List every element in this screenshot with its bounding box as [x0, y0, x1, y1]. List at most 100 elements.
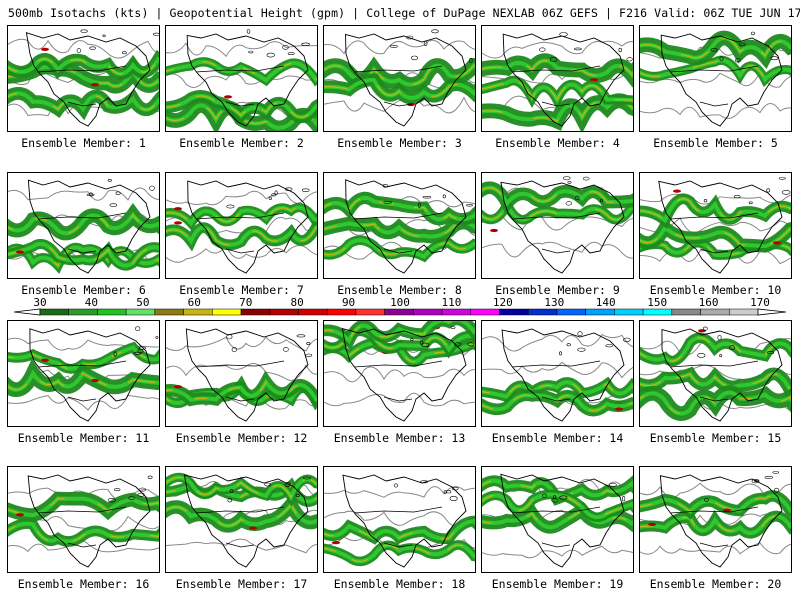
height-contour	[166, 244, 317, 263]
island-outline	[226, 334, 233, 340]
map-canvas	[324, 321, 475, 422]
island-outline	[420, 480, 429, 484]
height-contour	[324, 486, 475, 498]
ensemble-member-map	[481, 320, 634, 427]
jet-maximum	[16, 513, 24, 517]
height-contour	[640, 102, 791, 119]
jet-maximum	[174, 207, 182, 211]
colorbar-swatch	[212, 308, 242, 316]
island-outline	[559, 351, 562, 356]
ensemble-member-map	[323, 25, 476, 132]
ensemble-member-label: Ensemble Member: 6	[21, 283, 146, 297]
coastline	[25, 31, 151, 127]
island-outline	[137, 492, 145, 497]
ensemble-member-label: Ensemble Member: 3	[337, 136, 462, 150]
island-outline	[301, 188, 310, 192]
height-contour	[482, 545, 633, 559]
height-contour	[8, 187, 159, 201]
island-outline	[566, 343, 571, 347]
height-contour	[324, 366, 475, 383]
colorbar-swatch	[68, 308, 98, 316]
island-outline	[466, 204, 473, 207]
jet-maximum	[332, 541, 340, 545]
colorbar-swatch	[298, 308, 328, 316]
country-border	[669, 506, 759, 548]
ensemble-member-map	[165, 466, 318, 573]
colorbar-swatch	[240, 308, 271, 316]
jet-band-inner	[8, 56, 159, 76]
island-outline	[710, 48, 718, 52]
colorbar-swatch	[614, 308, 644, 316]
jet-band-inner	[8, 211, 159, 236]
island-outline	[229, 489, 234, 493]
jet-core	[640, 198, 791, 222]
island-outline	[697, 353, 706, 358]
ensemble-member-label: Ensemble Member: 4	[495, 136, 620, 150]
jet-maximum	[91, 83, 99, 87]
country-border	[37, 65, 127, 107]
colorbar-swatch	[499, 308, 529, 316]
ensemble-member-label: Ensemble Member: 14	[491, 431, 624, 445]
country-border	[353, 360, 443, 402]
island-outline	[539, 47, 546, 52]
map-canvas	[482, 473, 633, 568]
map-canvas	[166, 328, 317, 422]
island-outline	[306, 341, 311, 345]
jet-maximum	[41, 47, 49, 51]
island-outline	[774, 487, 780, 493]
height-contour	[482, 333, 633, 352]
colorbar-tick-label: 110	[441, 296, 462, 309]
colorbar-swatch	[384, 308, 414, 316]
island-outline	[565, 201, 573, 206]
coastline	[659, 474, 783, 568]
island-outline	[107, 179, 112, 182]
island-outline	[618, 47, 622, 53]
map-canvas	[324, 179, 475, 274]
island-outline	[137, 348, 144, 354]
colorbar-tick-label: 130	[544, 296, 565, 309]
island-outline	[582, 176, 590, 181]
island-outline	[102, 34, 106, 38]
colorbar-strip	[13, 308, 787, 316]
ensemble-member-label: Ensemble Member: 18	[333, 577, 466, 591]
island-outline	[626, 57, 633, 62]
map-canvas	[8, 29, 159, 127]
colorbar-swatch	[729, 308, 759, 316]
island-outline	[748, 201, 753, 205]
ensemble-member-map	[639, 25, 792, 132]
island-outline	[702, 326, 708, 331]
island-outline	[266, 52, 275, 58]
island-outline	[80, 29, 88, 33]
island-outline	[738, 42, 746, 47]
coastline	[658, 180, 783, 274]
isotach-colorbar: 30 40 50 60 70 80 90 100 110 120 130 140 150 160 170	[0, 296, 800, 322]
ensemble-member-map	[7, 466, 160, 573]
height-contour	[8, 101, 159, 117]
island-outline	[754, 479, 759, 483]
island-outline	[577, 347, 586, 352]
jet-core	[640, 392, 791, 415]
island-outline	[86, 193, 95, 196]
island-outline	[284, 481, 291, 487]
country-border	[511, 360, 601, 402]
island-outline	[268, 196, 272, 200]
jet-core	[166, 226, 317, 246]
height-contour	[640, 542, 791, 555]
coastline	[27, 474, 151, 568]
jet-band-inner	[640, 58, 791, 83]
island-outline	[549, 56, 558, 62]
jet-core	[640, 242, 791, 256]
island-outline	[469, 58, 473, 63]
country-border	[669, 360, 759, 402]
height-contour	[482, 241, 633, 259]
island-outline	[452, 486, 459, 491]
coastline	[183, 474, 309, 568]
island-outline	[226, 204, 235, 209]
jet-core	[482, 493, 633, 518]
ensemble-member-map	[481, 172, 634, 279]
colorbar-swatch	[39, 308, 69, 316]
island-outline	[567, 181, 572, 184]
ensemble-member-label: Ensemble Member: 12	[175, 431, 308, 445]
map-canvas	[8, 474, 159, 568]
island-outline	[781, 189, 791, 195]
